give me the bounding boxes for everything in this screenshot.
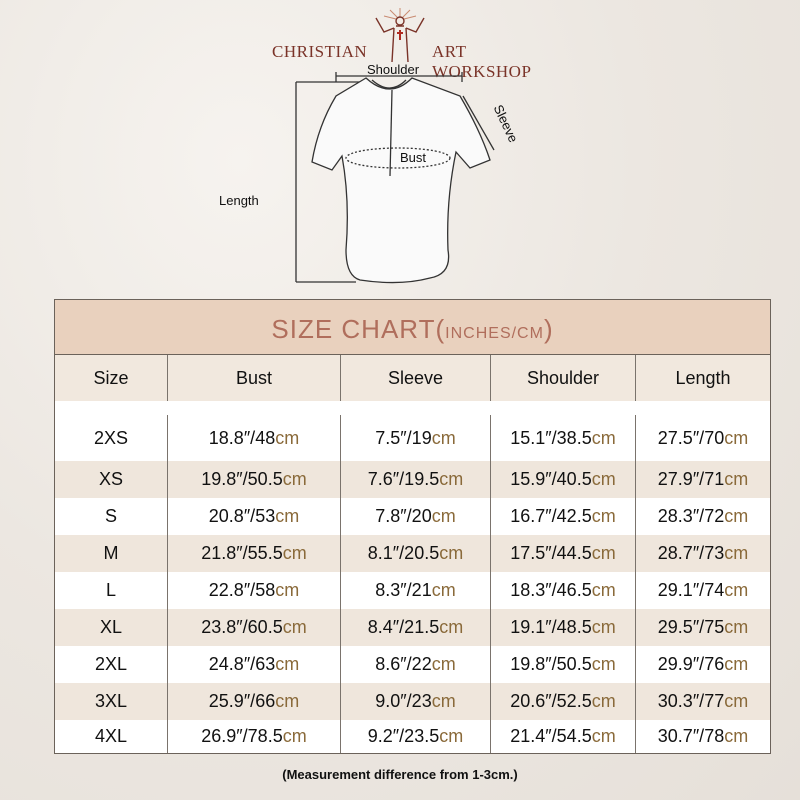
- shoulder-cell: 17.5″/44.5 cm: [491, 535, 636, 572]
- table-row: L 22.8″/58 cm 8.3″/21 cm 18.3″/46.5 cm 29.1″/74…: [55, 572, 770, 609]
- table-header-row: Size Bust Sleeve Shoulder Length: [55, 355, 770, 401]
- size-cell: 4XL: [55, 720, 168, 753]
- length-cell: 29.5″/75 cm: [657, 617, 749, 637]
- sleeve-cell: 8.3″/21 cm: [341, 572, 491, 609]
- size-cell: XL: [55, 609, 168, 646]
- bust-cell: 18.8″/48 cm: [168, 415, 341, 461]
- bust-cell: 20.8″/53 cm: [168, 498, 341, 535]
- header-sleeve: Sleeve: [341, 355, 491, 401]
- length-label: Length: [219, 193, 259, 208]
- header-shoulder: Shoulder: [491, 355, 636, 401]
- length-cell: 28.7″/73 cm: [657, 543, 749, 563]
- length-cell: 27.9″/71 cm: [657, 469, 749, 489]
- logo-figure-icon: [375, 8, 425, 63]
- length-cell: 29.9″/76 cm: [657, 654, 749, 674]
- bust-cell: 26.9″/78.5 cm: [168, 720, 341, 753]
- shoulder-label: Shoulder: [367, 62, 420, 77]
- header-bust: Bust: [168, 355, 341, 401]
- shoulder-cell: 19.8″/50.5 cm: [491, 646, 636, 683]
- table-row: 4XL 26.9″/78.5 cm 9.2″/23.5 cm 21.4″/54.5 cm 30…: [55, 720, 770, 753]
- shoulder-cell: 15.1″/38.5 cm: [491, 415, 636, 461]
- table-row: 2XL 24.8″/63 cm 8.6″/22 cm 19.8″/50.5 cm 29.9″/…: [55, 646, 770, 683]
- sleeve-cell: 7.6″/19.5 cm: [341, 461, 491, 498]
- length-cell: 30.7″/78 cm: [657, 726, 749, 746]
- header-length: Length: [675, 367, 731, 388]
- bust-cell: 25.9″/66 cm: [168, 683, 341, 720]
- sleeve-cell: 9.0″/23 cm: [341, 683, 491, 720]
- length-cell: 29.1″/74 cm: [657, 580, 749, 600]
- sleeve-cell: 8.4″/21.5 cm: [341, 609, 491, 646]
- size-chart-title: SIZE CHART(INCHES/CM): [55, 300, 770, 355]
- sleeve-cell: 9.2″/23.5 cm: [341, 720, 491, 753]
- shoulder-cell: 19.1″/48.5 cm: [491, 609, 636, 646]
- shoulder-cell: 16.7″/42.5 cm: [491, 498, 636, 535]
- bust-cell: 22.8″/58 cm: [168, 572, 341, 609]
- shoulder-cell: 15.9″/40.5 cm: [491, 461, 636, 498]
- shoulder-cell: 20.6″/52.5 cm: [491, 683, 636, 720]
- bust-cell: 24.8″/63 cm: [168, 646, 341, 683]
- sleeve-cell: 7.8″/20 cm: [341, 498, 491, 535]
- length-cell: 28.3″/72 cm: [657, 506, 749, 526]
- table-row: 2XS 18.8″/48 cm 7.5″/19 cm 15.1″/38.5 cm 27.5″/…: [55, 401, 770, 461]
- shirt-diagram: Shoulder Sleeve Bust Length: [0, 60, 800, 300]
- shirt-icon: [295, 72, 495, 284]
- size-cell: 2XL: [55, 646, 168, 683]
- sleeve-cell: 8.6″/22 cm: [341, 646, 491, 683]
- sleeve-cell: 8.1″/20.5 cm: [341, 535, 491, 572]
- size-cell: XS: [55, 461, 168, 498]
- size-cell: S: [55, 498, 168, 535]
- table-row: XL 23.8″/60.5 cm 8.4″/21.5 cm 19.1″/48.5 cm 29.…: [55, 609, 770, 646]
- measurement-note: (Measurement difference from 1-3cm.): [282, 767, 518, 782]
- table-row: M 21.8″/55.5 cm 8.1″/20.5 cm 17.5″/44.5 cm 28.7…: [55, 535, 770, 572]
- length-cell: 27.5″/70 cm: [657, 427, 749, 448]
- table-row: S 20.8″/53 cm 7.8″/20 cm 16.7″/42.5 cm 28.3″/72…: [55, 498, 770, 535]
- table-row: XS 19.8″/50.5 cm 7.6″/19.5 cm 15.9″/40.5 cm 27.…: [55, 461, 770, 498]
- header-size: Size: [55, 355, 168, 401]
- size-cell: M: [55, 535, 168, 572]
- bust-cell: 19.8″/50.5 cm: [168, 461, 341, 498]
- table-row: 3XL 25.9″/66 cm 9.0″/23 cm 20.6″/52.5 cm 30.3″/…: [55, 683, 770, 720]
- shoulder-cell: 18.3″/46.5 cm: [491, 572, 636, 609]
- sleeve-cell: 7.5″/19 cm: [341, 415, 491, 461]
- bust-cell: 23.8″/60.5 cm: [168, 609, 341, 646]
- size-chart-table: SIZE CHART(INCHES/CM) Size Bust Sleeve S…: [54, 299, 771, 754]
- size-cell: 2XS: [55, 415, 168, 461]
- bust-cell: 21.8″/55.5 cm: [168, 535, 341, 572]
- shoulder-cell: 21.4″/54.5 cm: [491, 720, 636, 753]
- logo-left-text: CHRISTIAN: [272, 42, 368, 61]
- logo: CHRISTIAN ART WORKSHOP: [272, 6, 552, 81]
- size-cell: 3XL: [55, 683, 168, 720]
- size-cell: L: [55, 572, 168, 609]
- length-cell: 30.3″/77 cm: [657, 691, 749, 711]
- bust-label: Bust: [400, 150, 427, 165]
